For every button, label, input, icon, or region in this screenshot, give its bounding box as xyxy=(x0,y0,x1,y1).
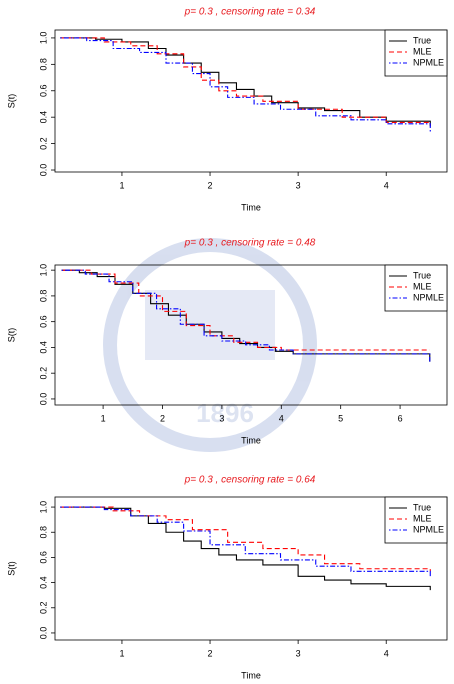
x-tick-label: 1 xyxy=(119,180,124,190)
y-tick-label: 1.0 xyxy=(38,32,48,45)
plot-frame xyxy=(54,264,448,406)
y-tick-label: 1.0 xyxy=(38,264,48,277)
x-tick-label: 1 xyxy=(101,413,106,423)
y-tick-label: 0.8 xyxy=(38,526,48,539)
y-tick-label: 0.2 xyxy=(38,137,48,150)
x-axis-label: Time xyxy=(241,435,261,445)
survival-curve xyxy=(60,506,431,572)
y-tick-label: 0.8 xyxy=(38,290,48,303)
y-tick-label: 0.6 xyxy=(38,315,48,328)
x-axis-label: Time xyxy=(241,670,261,680)
legend-box xyxy=(384,496,448,544)
chart-title: p= 0.3 , censoring rate = 0.34 xyxy=(184,7,316,18)
x-tick-label: 6 xyxy=(398,413,403,423)
y-tick-label: 0.6 xyxy=(38,85,48,98)
y-tick-label: 0.6 xyxy=(38,551,48,564)
y-tick-label: 0.2 xyxy=(38,367,48,380)
legend-label: NPMLE xyxy=(413,57,444,67)
survival-curve xyxy=(60,37,431,126)
x-tick-label: 2 xyxy=(208,180,213,190)
legend-label: MLE xyxy=(413,46,432,56)
survival-curve xyxy=(61,269,430,351)
survival-curve xyxy=(60,37,431,127)
plot-frame xyxy=(54,29,448,173)
y-tick-label: 1.0 xyxy=(38,501,48,514)
legend-label: NPMLE xyxy=(413,292,444,302)
y-tick-label: 0.4 xyxy=(38,111,48,124)
survival-curve xyxy=(60,506,431,577)
legend-label: NPMLE xyxy=(413,524,444,534)
x-tick-label: 5 xyxy=(338,413,343,423)
legend-box xyxy=(384,29,448,77)
survival-curve xyxy=(61,269,431,362)
y-tick-label: 0.4 xyxy=(38,341,48,354)
x-tick-label: 3 xyxy=(296,180,301,190)
y-axis-label: S(t) xyxy=(6,328,16,343)
legend-label: MLE xyxy=(413,513,432,523)
y-axis-label: S(t) xyxy=(6,94,16,109)
x-tick-label: 4 xyxy=(384,648,389,658)
x-tick-label: 4 xyxy=(279,413,284,423)
x-axis-label: Time xyxy=(241,202,261,212)
x-tick-label: 3 xyxy=(219,413,224,423)
y-tick-label: 0.2 xyxy=(38,602,48,615)
x-tick-label: 2 xyxy=(208,648,213,658)
watermark-text: 1896 xyxy=(196,398,254,428)
legend-label: MLE xyxy=(413,281,432,291)
legend-label: True xyxy=(413,270,431,280)
y-tick-label: 0.8 xyxy=(38,58,48,71)
x-tick-label: 2 xyxy=(160,413,165,423)
y-tick-label: 0.0 xyxy=(38,393,48,406)
plot-frame xyxy=(54,496,448,641)
x-tick-label: 1 xyxy=(119,648,124,658)
watermark xyxy=(103,238,317,452)
y-tick-label: 0.0 xyxy=(38,627,48,640)
y-tick-label: 0.0 xyxy=(38,164,48,177)
legend-label: True xyxy=(413,502,431,512)
legend-label: True xyxy=(413,35,431,45)
chart-title: p= 0.3 , censoring rate = 0.64 xyxy=(184,475,316,486)
x-tick-label: 4 xyxy=(384,180,389,190)
survival-curve xyxy=(60,37,431,132)
chart-title: p= 0.3 , censoring rate = 0.48 xyxy=(184,238,316,249)
watermark-ring xyxy=(103,238,317,452)
y-tick-label: 0.4 xyxy=(38,576,48,589)
legend-box xyxy=(384,264,448,312)
y-axis-label: S(t) xyxy=(6,561,16,576)
x-tick-label: 3 xyxy=(296,648,301,658)
